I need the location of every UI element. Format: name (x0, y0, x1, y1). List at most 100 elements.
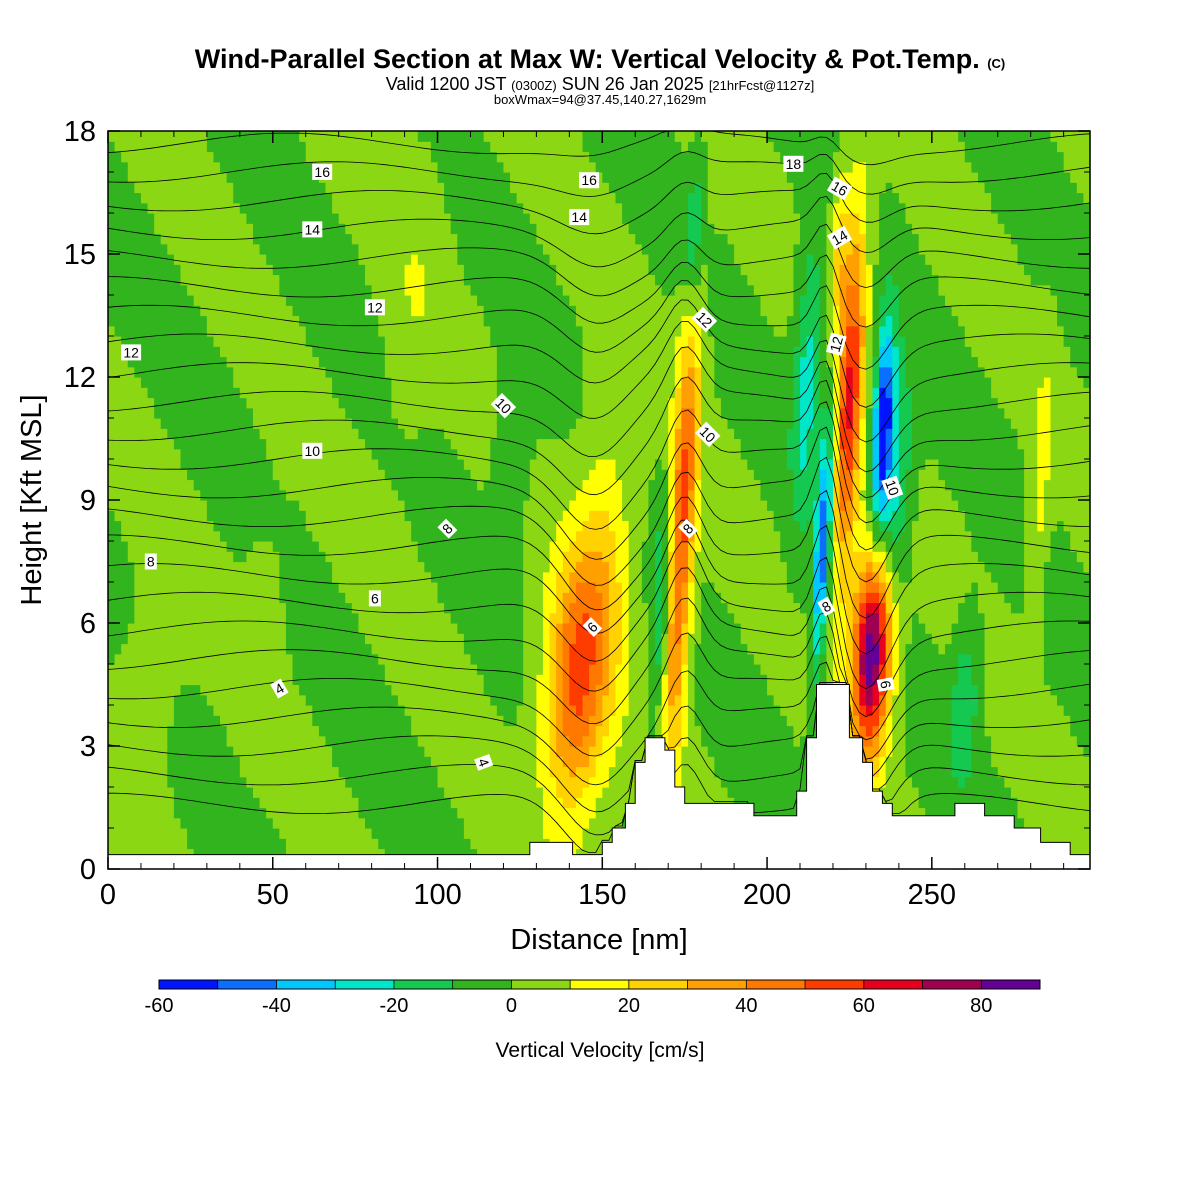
w-cell (859, 674, 867, 686)
w-cell (378, 797, 386, 809)
w-cell (477, 735, 485, 747)
w-cell (299, 694, 307, 706)
w-cell (740, 582, 748, 593)
w-cell (444, 612, 452, 624)
w-cell (510, 520, 518, 532)
w-cell (279, 735, 287, 747)
w-cell (786, 653, 795, 665)
w-cell (898, 612, 907, 624)
w-cell (714, 787, 722, 798)
w-cell (167, 787, 175, 798)
w-cell (371, 633, 379, 645)
w-cell (351, 797, 360, 809)
w-cell (279, 848, 287, 860)
w-cell (931, 756, 940, 768)
w-cell (608, 530, 617, 542)
w-cell (154, 725, 162, 737)
w-cell (602, 623, 610, 634)
w-cell (193, 735, 201, 747)
w-cell (556, 684, 564, 696)
w-cell (477, 746, 485, 757)
w-cell (127, 756, 135, 768)
w-cell (1043, 828, 1052, 839)
w-cell (193, 592, 201, 604)
w-cell (391, 694, 399, 706)
w-cell (266, 684, 274, 696)
w-cell (681, 684, 689, 696)
w-cell (786, 582, 795, 593)
w-cell (206, 602, 215, 614)
w-cell (127, 633, 135, 645)
w-cell (892, 766, 900, 778)
w-cell (430, 582, 439, 593)
w-cell (1070, 582, 1078, 593)
w-cell (463, 807, 472, 819)
w-cell (648, 612, 656, 624)
w-cell (687, 715, 696, 727)
w-cell (549, 797, 557, 809)
w-cell (958, 797, 966, 809)
w-cell (984, 735, 992, 747)
w-cell (991, 715, 999, 727)
w-cell (760, 694, 768, 706)
w-cell (450, 582, 458, 593)
w-cell (562, 694, 570, 706)
w-cell (332, 787, 340, 798)
w-cell (977, 797, 986, 809)
w-cell (187, 787, 195, 798)
w-cell (1030, 807, 1038, 819)
w-cell (404, 705, 412, 716)
w-cell (813, 571, 821, 583)
w-cell (450, 541, 458, 552)
w-cell (720, 705, 729, 716)
w-cell (872, 735, 880, 747)
w-cell (259, 838, 267, 850)
w-cell (872, 571, 880, 583)
w-cell (450, 838, 458, 850)
w-cell (397, 838, 406, 850)
w-cell (510, 756, 518, 768)
w-cell (1063, 705, 1071, 716)
w-cell (233, 582, 241, 593)
w-cell (997, 653, 1005, 665)
w-cell (226, 592, 234, 604)
w-cell (325, 653, 333, 665)
w-cell (114, 664, 122, 675)
w-cell (793, 653, 801, 665)
w-cell (1043, 694, 1052, 706)
w-cell (338, 633, 346, 645)
w-cell (457, 787, 465, 798)
w-cell (292, 705, 300, 716)
w-cell (266, 623, 274, 634)
w-cell (318, 633, 327, 645)
w-cell (411, 541, 419, 552)
w-cell (154, 582, 162, 593)
w-cell (1024, 797, 1032, 809)
w-cell (1050, 664, 1058, 675)
w-cell (569, 787, 577, 798)
w-cell (206, 571, 215, 583)
w-cell (681, 602, 689, 614)
w-cell (140, 582, 149, 593)
w-cell (1050, 725, 1058, 737)
w-cell (977, 674, 986, 686)
w-cell (127, 592, 135, 604)
w-cell (371, 582, 379, 593)
w-cell (187, 694, 195, 706)
w-cell (411, 602, 419, 614)
w-cell (780, 571, 788, 583)
w-cell (266, 674, 274, 686)
w-cell (299, 633, 307, 645)
w-cell (760, 541, 768, 552)
w-cell (279, 797, 287, 809)
w-cell (378, 715, 386, 727)
w-cell (529, 684, 537, 696)
w-cell (206, 674, 215, 686)
w-cell (1043, 653, 1052, 665)
w-cell (252, 756, 261, 768)
w-cell (430, 828, 439, 839)
w-cell (134, 653, 142, 665)
w-cell (734, 551, 742, 563)
w-cell (997, 551, 1005, 563)
w-cell (562, 715, 570, 727)
